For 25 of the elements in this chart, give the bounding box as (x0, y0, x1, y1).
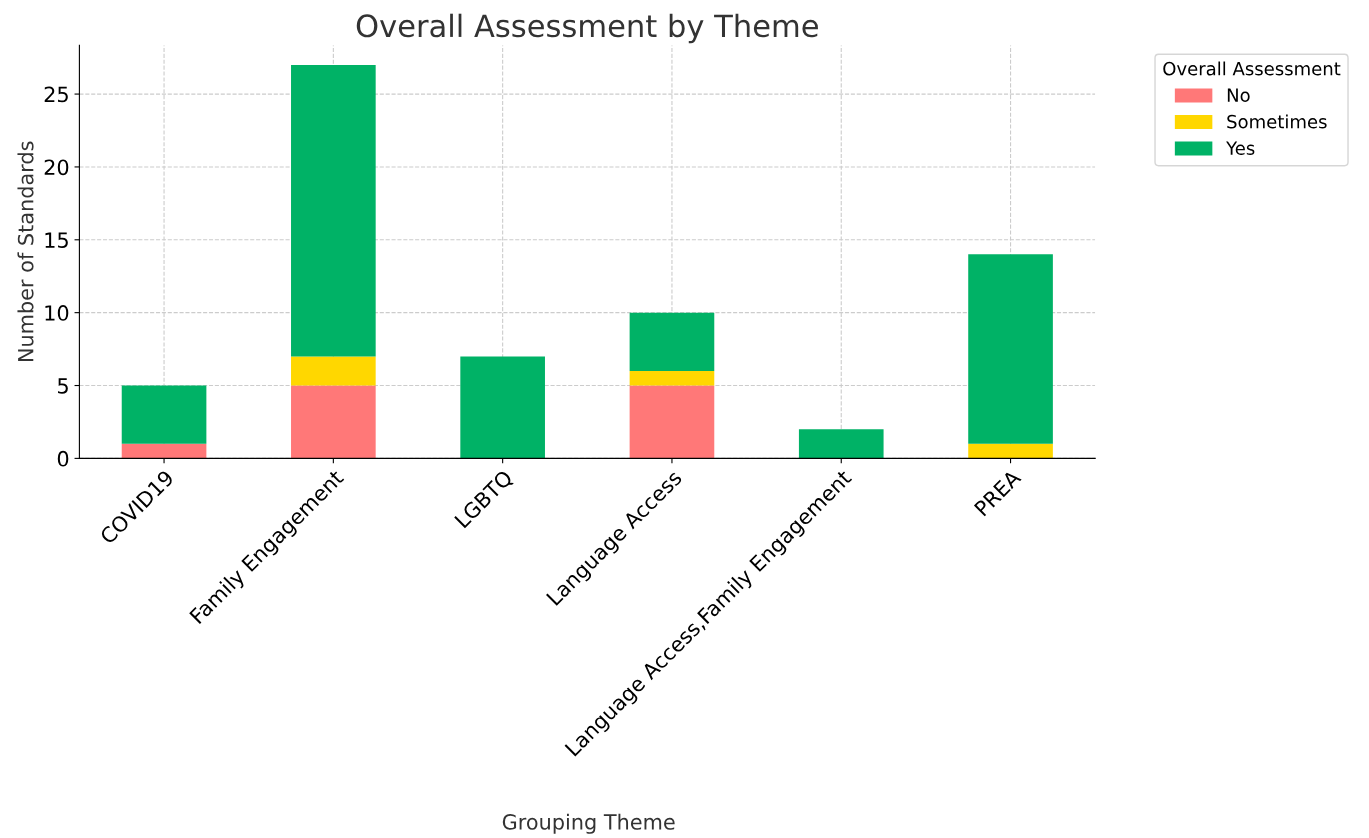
y-tick-label: 5 (58, 378, 68, 394)
bar (798, 429, 884, 459)
bar (291, 64, 376, 357)
y-tick-label: 0 (57, 450, 69, 467)
bar (460, 356, 545, 459)
bar (629, 312, 715, 371)
x-axis-title: Grouping Theme (502, 813, 675, 834)
bar (291, 356, 376, 386)
y-tick-label: 15 (45, 232, 68, 249)
legend-label: No (1227, 88, 1250, 102)
bar (629, 370, 715, 386)
bar (121, 443, 207, 459)
y-tick-label: 10 (45, 305, 69, 321)
legend-label: Yes (1226, 141, 1255, 155)
bar (968, 254, 1053, 444)
chart-title: Overall Assessment by Theme (356, 13, 818, 44)
y-tick-label: 20 (44, 159, 69, 176)
legend-title: Overall Assessment (1163, 61, 1341, 76)
bar (121, 385, 207, 444)
bar (291, 385, 376, 459)
y-axis-title: Number of Standards (17, 141, 34, 362)
legend-label: Sometimes (1227, 114, 1327, 129)
y-tick-label: 25 (44, 86, 68, 103)
bar (968, 443, 1053, 459)
bar (629, 385, 715, 459)
